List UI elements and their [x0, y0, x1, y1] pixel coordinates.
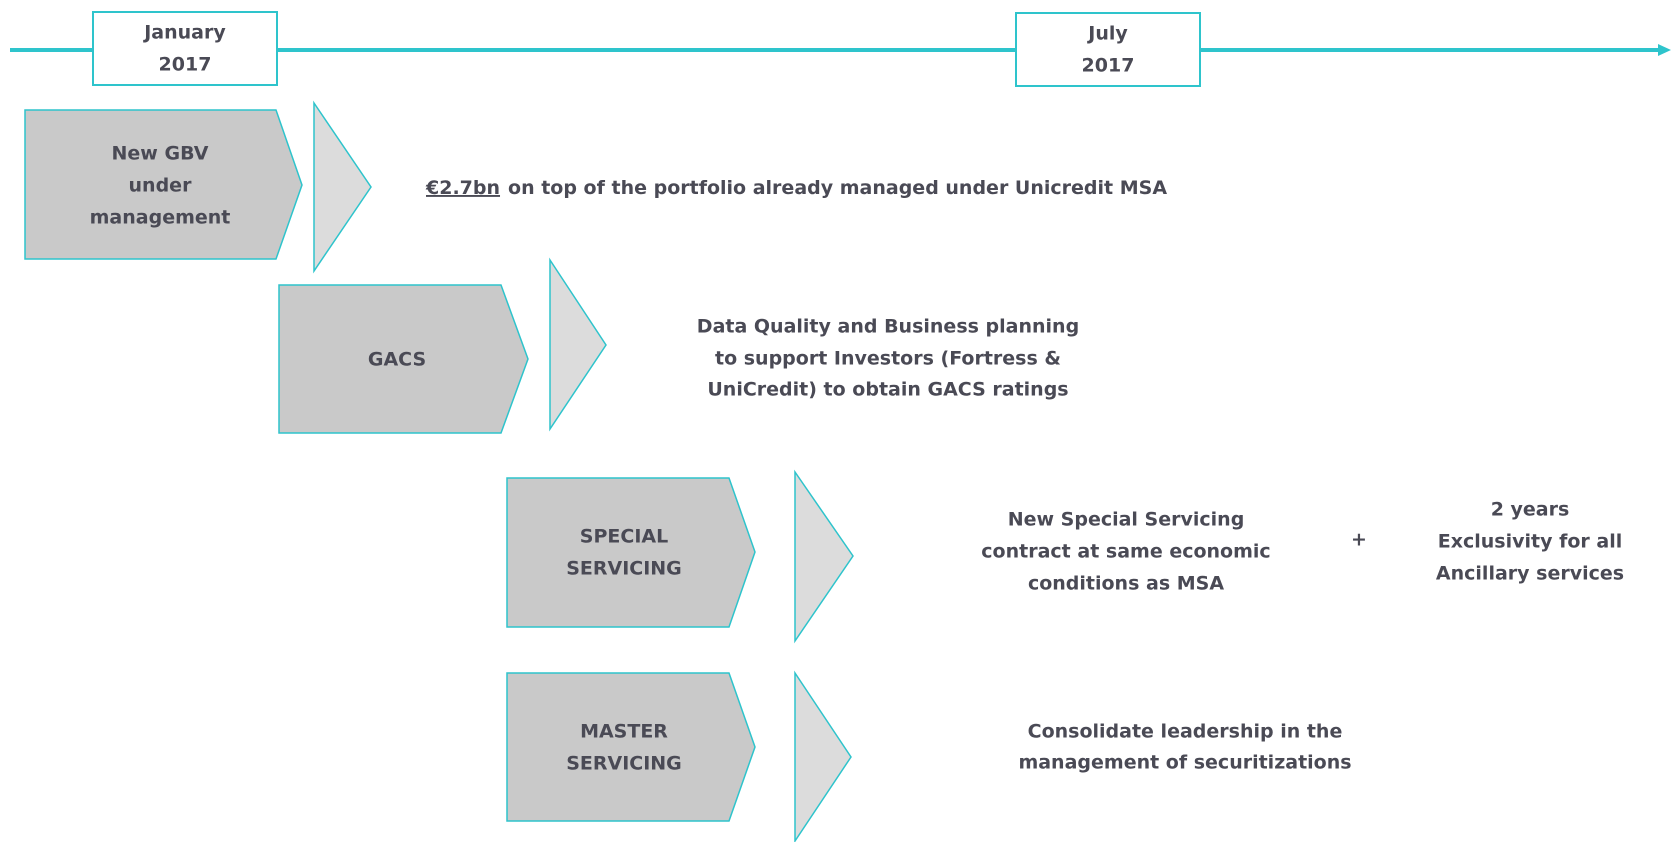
start-month: January — [142, 22, 226, 44]
step-label: SPECIAL — [580, 526, 668, 548]
step-arrow — [549, 257, 607, 432]
step-description: €2.7bn on top of the portfolio already ma… — [425, 177, 1167, 199]
step-label: New GBV — [112, 143, 209, 165]
step-description: conditions as MSA — [1028, 573, 1224, 595]
step-box — [278, 284, 529, 434]
step-description: Data Quality and Business planning — [697, 316, 1079, 338]
step-description: Consolidate leadership in the — [1028, 721, 1343, 743]
step-arrow — [794, 670, 852, 842]
step-description: UniCredit) to obtain GACS ratings — [707, 379, 1068, 401]
step-description: to support Investors (Fortress & — [715, 348, 1061, 370]
start-box — [92, 11, 278, 86]
step-label: management — [90, 207, 231, 229]
step-box — [24, 109, 303, 260]
step-arrow — [313, 100, 372, 274]
end-year: 2017 — [1082, 55, 1135, 77]
step-box — [506, 672, 756, 822]
step-description: contract at same economic — [981, 541, 1270, 563]
step-arrow — [794, 469, 854, 644]
step-label: SERVICING — [566, 753, 682, 775]
end-box — [1015, 12, 1201, 87]
timeline-arrow — [1658, 44, 1671, 56]
step-label: MASTER — [580, 721, 668, 743]
step-description: New Special Servicing — [1008, 509, 1245, 531]
step-label: under — [129, 175, 193, 197]
step-label: GACS — [368, 349, 426, 371]
description: on top of the portfolio already managed … — [508, 177, 1167, 199]
extra: Ancillary services — [1436, 563, 1624, 585]
extra: Exclusivity for all — [1438, 531, 1623, 553]
step-description: management of securitizations — [1018, 752, 1351, 774]
step-label: SERVICING — [566, 558, 682, 580]
connector: + — [1351, 529, 1367, 551]
end-month: July — [1086, 23, 1128, 45]
extra: 2 years — [1491, 499, 1570, 521]
step-box — [506, 477, 756, 628]
start-year: 2017 — [159, 54, 212, 76]
highlight: €2.7bn — [425, 177, 500, 199]
